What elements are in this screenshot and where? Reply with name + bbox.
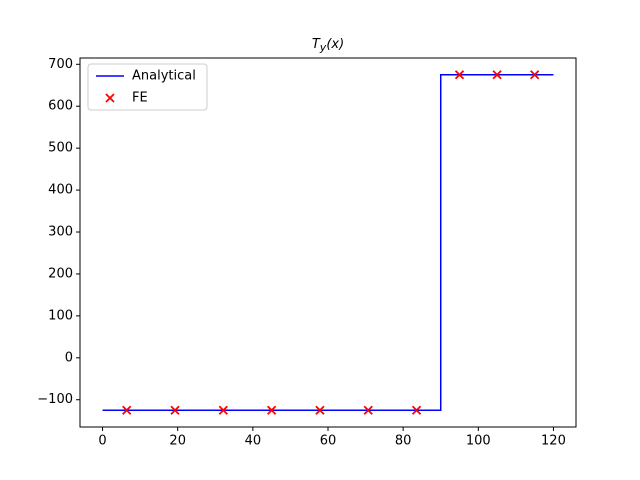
y-tick-label: 300 — [48, 225, 73, 240]
marker — [363, 405, 373, 415]
legend-label: FE — [132, 91, 148, 106]
chart-title: Ty(x) — [312, 37, 344, 55]
x-tick-label: 80 — [395, 434, 412, 449]
y-tick-label: 700 — [48, 57, 73, 72]
axes-frame — [79, 57, 577, 428]
marker — [492, 70, 502, 80]
x-tick-label: 20 — [169, 434, 186, 449]
marker — [315, 405, 325, 415]
legend-label: Analytical — [132, 69, 196, 84]
x-tick-label: 0 — [98, 434, 106, 449]
x-tick-label: 100 — [466, 434, 491, 449]
marker — [218, 405, 228, 415]
y-tick-label: 0 — [65, 350, 73, 365]
marker — [411, 405, 422, 415]
legend-swatch — [105, 93, 115, 103]
x-tick-label: 60 — [320, 434, 337, 449]
marker — [454, 70, 465, 80]
marker — [122, 405, 132, 415]
x-tick-label: 40 — [245, 434, 262, 449]
y-tick-label: 500 — [48, 141, 73, 156]
marker — [170, 405, 180, 415]
marker — [530, 70, 540, 80]
y-tick-label: 400 — [48, 183, 73, 198]
y-tick-label: 200 — [48, 266, 73, 281]
marker — [266, 405, 277, 415]
y-tick-label: 600 — [48, 99, 73, 114]
y-tick-label: −100 — [37, 392, 73, 407]
y-tick-label: 100 — [48, 308, 73, 323]
x-tick-label: 120 — [541, 434, 566, 449]
